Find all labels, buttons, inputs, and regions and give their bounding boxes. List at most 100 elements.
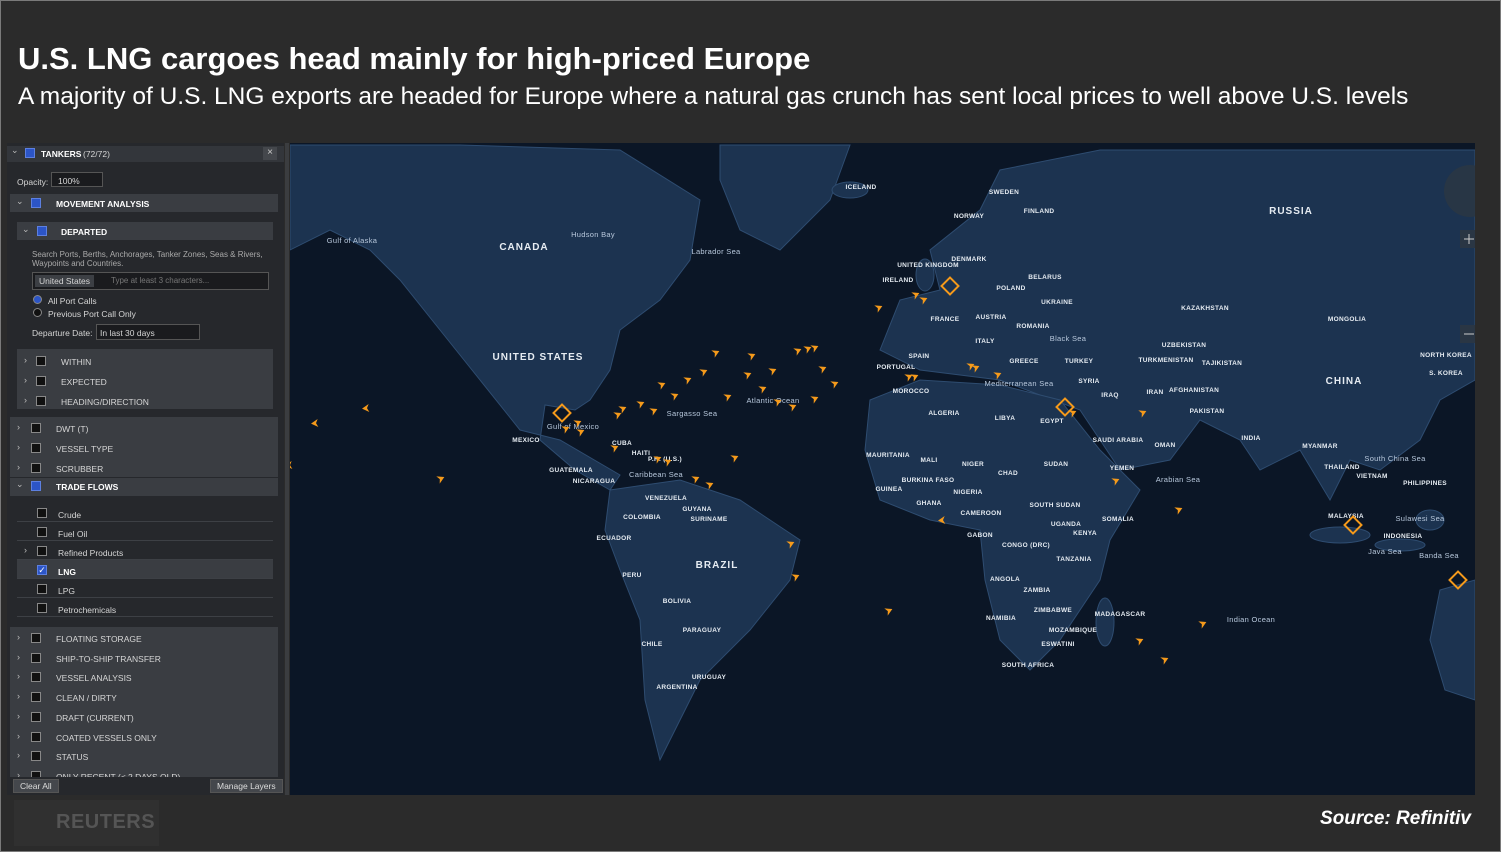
- checkbox[interactable]: [31, 751, 41, 762]
- filter-label[interactable]: DRAFT (CURRENT): [56, 712, 134, 723]
- trade-flow-label[interactable]: Petrochemicals: [58, 605, 117, 615]
- port-marker: [940, 276, 960, 296]
- date-select[interactable]: In last 30 days: [96, 324, 200, 340]
- radio[interactable]: [33, 308, 42, 317]
- filter-label[interactable]: WITHIN: [61, 357, 92, 367]
- checkbox[interactable]: [36, 376, 46, 386]
- tanker-icon: [911, 292, 920, 300]
- tanker-icon: [691, 476, 700, 484]
- checkbox[interactable]: [36, 396, 46, 406]
- country-label: MADAGASCAR: [1095, 611, 1146, 618]
- checkbox[interactable]: [31, 692, 41, 703]
- close-button[interactable]: ×: [263, 147, 277, 160]
- filter-label[interactable]: SCRUBBER: [56, 464, 104, 474]
- checkbox[interactable]: [31, 633, 41, 643]
- checkbox[interactable]: [31, 672, 41, 683]
- checkbox[interactable]: [37, 226, 47, 236]
- section-title: TRADE FLOWS: [56, 482, 119, 492]
- filter-label[interactable]: EXPECTED: [61, 377, 107, 387]
- checkbox[interactable]: [37, 603, 47, 613]
- filter-label[interactable]: FLOATING STORAGE: [56, 634, 142, 644]
- expand-toggle[interactable]: ›: [17, 769, 20, 780]
- checkbox[interactable]: [31, 443, 41, 453]
- tanker-icon: [290, 461, 293, 469]
- country-label: PHILIPPINES: [1403, 480, 1447, 487]
- country-label: GUATEMALA: [549, 467, 593, 474]
- search-chip[interactable]: United States: [35, 275, 95, 287]
- checkbox[interactable]: [31, 198, 41, 208]
- scrollbar[interactable]: [285, 143, 289, 795]
- checkbox[interactable]: [37, 527, 47, 537]
- trade-flow-label[interactable]: Crude: [58, 510, 82, 520]
- country-label: NORTH KOREA: [1420, 352, 1472, 359]
- checkbox[interactable]: [31, 711, 41, 722]
- checkbox[interactable]: [36, 356, 46, 366]
- tanker-icon: [1111, 478, 1120, 486]
- filter-label[interactable]: HEADING/DIRECTION: [61, 397, 149, 407]
- checkbox[interactable]: [37, 584, 47, 594]
- filter-label[interactable]: SHIP-TO-SHIP TRANSFER: [56, 653, 161, 664]
- filter-label[interactable]: VESSEL TYPE: [56, 444, 114, 454]
- world-map[interactable]: ICELAND SWEDEN FINLAND NORWAY RUSSIA CANADA Hu…: [290, 143, 1475, 795]
- tanker-icon: [743, 372, 752, 380]
- clear-all-button[interactable]: Clear All: [13, 779, 59, 793]
- brand-text: REUTERS: [56, 811, 156, 833]
- expand-toggle[interactable]: ›: [24, 395, 27, 405]
- expand-toggle[interactable]: ⌄: [16, 196, 24, 206]
- expand-toggle[interactable]: ⌄: [16, 479, 24, 489]
- filter-label[interactable]: STATUS: [56, 752, 89, 763]
- country-label: OMAN: [1154, 442, 1175, 449]
- country-label: TANZANIA: [1056, 556, 1091, 563]
- expand-toggle[interactable]: ›: [24, 545, 27, 555]
- water-label: Black Sea: [1050, 334, 1087, 343]
- pan-control[interactable]: [1444, 165, 1475, 217]
- expand-toggle[interactable]: ⌄: [22, 224, 30, 234]
- tanker-icon: [1068, 410, 1077, 418]
- checkbox[interactable]: ✓: [37, 565, 47, 575]
- country-label: MYANMAR: [1302, 443, 1337, 450]
- trade-flow-label[interactable]: LPG: [58, 586, 76, 596]
- trade-flow-label[interactable]: Fuel Oil: [58, 529, 88, 539]
- trade-flow-label[interactable]: Refined Products: [58, 548, 124, 558]
- checkbox[interactable]: [31, 423, 41, 433]
- country-label: POLAND: [996, 285, 1025, 292]
- expand-toggle[interactable]: ›: [24, 355, 27, 365]
- checkbox[interactable]: [37, 508, 47, 518]
- expand-toggle[interactable]: ⌄: [11, 145, 19, 155]
- checkbox[interactable]: [25, 148, 35, 158]
- tanker-icon: [653, 456, 662, 464]
- tanker-icon: [818, 366, 827, 374]
- expand-toggle[interactable]: ›: [24, 375, 27, 385]
- manage-layers-button[interactable]: Manage Layers: [210, 779, 283, 793]
- checkbox[interactable]: [37, 546, 47, 556]
- opacity-select[interactable]: 100%: [51, 172, 103, 187]
- filter-label[interactable]: ONLY RECENT (< 2 DAYS OLD): [56, 772, 180, 782]
- expand-toggle[interactable]: ›: [17, 750, 20, 761]
- checkbox[interactable]: [31, 731, 41, 742]
- filter-label[interactable]: COATED VESSELS ONLY: [56, 732, 157, 743]
- expand-toggle[interactable]: ›: [17, 422, 20, 432]
- country-label: ITALY: [975, 338, 995, 345]
- trade-flow-label[interactable]: LNG: [58, 567, 76, 577]
- expand-toggle[interactable]: ›: [17, 730, 20, 741]
- checkbox[interactable]: [31, 463, 41, 473]
- filter-label[interactable]: VESSEL ANALYSIS: [56, 673, 132, 684]
- country-label: MONGOLIA: [1328, 316, 1366, 323]
- expand-toggle[interactable]: ›: [17, 632, 20, 642]
- country-label: PAKISTAN: [1190, 408, 1225, 415]
- expand-toggle[interactable]: ›: [17, 442, 20, 452]
- radio[interactable]: [33, 295, 42, 304]
- expand-toggle[interactable]: ›: [17, 462, 20, 472]
- filter-label[interactable]: CLEAN / DIRTY: [56, 693, 117, 704]
- country-label: KENYA: [1073, 530, 1097, 537]
- layer-count: (72/72): [83, 149, 110, 159]
- checkbox[interactable]: [31, 481, 41, 491]
- layer-name: TANKERS: [41, 149, 82, 159]
- expand-toggle[interactable]: ›: [17, 691, 20, 702]
- filter-label[interactable]: DWT (T): [56, 424, 89, 434]
- country-label: FINLAND: [1024, 208, 1055, 215]
- expand-toggle[interactable]: ›: [17, 710, 20, 721]
- expand-toggle[interactable]: ›: [17, 651, 20, 662]
- expand-toggle[interactable]: ›: [17, 671, 20, 682]
- checkbox[interactable]: [31, 652, 41, 663]
